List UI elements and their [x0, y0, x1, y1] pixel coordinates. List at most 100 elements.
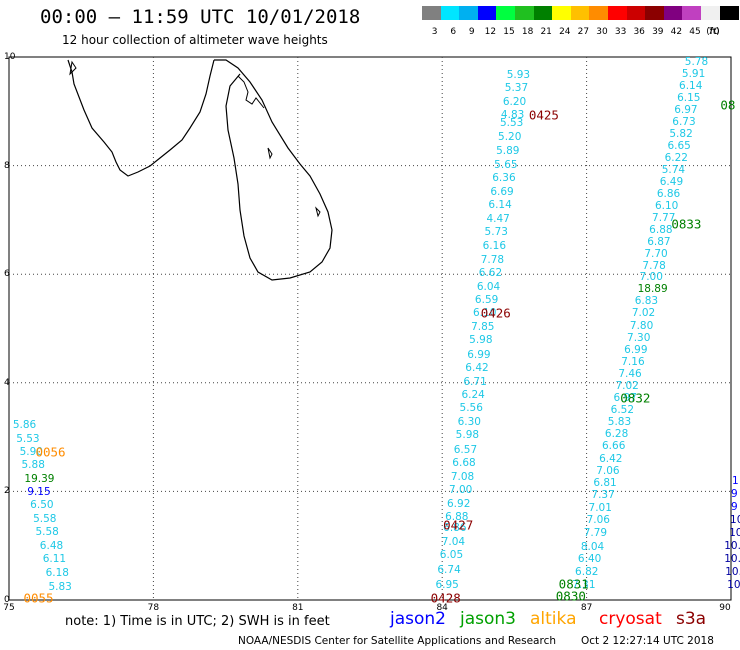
legend-swatch — [570, 6, 590, 20]
wave-height-value: 6.52 — [610, 403, 635, 416]
lon-tick-label: 78 — [147, 603, 160, 613]
wave-height-value: 6.42 — [599, 452, 623, 465]
pass-time-label: 0427 — [443, 517, 474, 533]
wave-height-value: 6.18 — [45, 566, 69, 579]
lat-tick-label: 6 — [4, 269, 10, 280]
wave-height-value: 5.37 — [504, 82, 529, 95]
satellite-name: cryosat — [599, 609, 662, 629]
legend-swatch — [589, 6, 609, 20]
wave-height-value: 6.48 — [39, 539, 64, 552]
wave-height-value: 5.20 — [498, 131, 522, 144]
wave-height-value: 6.20 — [502, 95, 527, 108]
wave-height-value: 7.06 — [586, 513, 610, 526]
wave-height-value: 6.10 — [654, 199, 679, 212]
wave-height-value: 6.81 — [593, 477, 617, 489]
wave-height-value: 5.65 — [494, 158, 518, 171]
legend-swatch — [626, 6, 646, 20]
wave-height-value: 7.77 — [652, 211, 676, 224]
wave-height-value: 5.90 — [19, 445, 43, 458]
wave-height-value: 6.14 — [488, 198, 512, 211]
wave-height-value: 6.86 — [656, 187, 681, 200]
wave-height-value: 6.62 — [478, 266, 503, 279]
wave-height-value: 7.85 — [471, 321, 495, 334]
wave-height-value: 5.98 — [455, 429, 480, 442]
wave-height-value: 5.82 — [669, 127, 693, 140]
legend-label: 36 — [633, 27, 645, 37]
wave-height-value: 6.69 — [490, 185, 514, 198]
wave-height-value: 7.02 — [615, 379, 639, 392]
map-subtitle: 12 hour collection of altimeter wave hei… — [62, 33, 328, 47]
legend-label: 30 — [596, 27, 608, 37]
footer-note: note: 1) Time is in UTC; 2) SWH is in fe… — [65, 614, 330, 629]
wave-height-value: 7.31 — [572, 579, 596, 592]
wave-height-value: 7.04 — [441, 536, 466, 549]
satellite-name: jason3 — [460, 609, 516, 629]
wave-height-value: 6.42 — [465, 361, 489, 374]
wave-height-value: 18.89 — [637, 283, 668, 296]
wave-height-value: 6.65 — [667, 139, 691, 152]
wave-height-value: 6.30 — [457, 416, 481, 429]
wave-height-value: 6.73 — [672, 115, 696, 128]
wave-height-value: 7.30 — [627, 331, 651, 344]
lat-lon-grid — [9, 57, 731, 600]
wave-height-value: 6.40 — [577, 553, 602, 566]
generated-timestamp: Oct 2 12:27:14 UTC 2018 — [581, 635, 714, 647]
lon-tick-label: 84 — [436, 603, 448, 613]
wave-height-value: 6.88 — [445, 510, 469, 523]
wave-height-value: 6.04 — [476, 280, 501, 293]
credit-text: NOAA/NESDIS Center for Satellite Applica… — [238, 635, 556, 647]
legend-swatch — [533, 6, 553, 20]
wave-height-value: 7.01 — [588, 501, 612, 514]
wave-height-value: 6.95 — [435, 579, 459, 592]
wave-height-value: 6.99 — [624, 343, 648, 356]
wave-height-value: 10 — [729, 526, 740, 539]
legend-label: 9 — [468, 27, 475, 37]
wave-height-value: 5.91 — [681, 68, 706, 81]
wave-height-value: 6.49 — [659, 175, 684, 188]
legend-swatch — [719, 6, 739, 20]
wave-height-value: 5.83 — [607, 416, 632, 429]
pass-time-label: 0428 — [430, 590, 461, 606]
legend-label: 18 — [521, 27, 534, 37]
wave-height-value: 6.71 — [463, 375, 487, 388]
wave-height-value: 6.87 — [647, 235, 671, 248]
wave-height-value: 5.93 — [506, 68, 531, 81]
wave-height-value: 6.97 — [674, 103, 698, 116]
pass-time-label: 0425 — [528, 107, 559, 123]
map-title: 00:00 – 11:59 UTC 10/01/2018 — [40, 6, 361, 28]
wave-height-value: 6.99 — [467, 348, 491, 361]
wave-height-value: 6.83 — [634, 295, 659, 308]
wave-height-value: 9 — [731, 500, 738, 513]
wave-height-value: 4.47 — [486, 212, 510, 225]
wave-height-value: 10. — [727, 579, 740, 592]
wave-height-value: 5.53 — [16, 432, 40, 445]
legend-label: 15 — [503, 27, 515, 37]
wave-height-value: 9 — [731, 487, 738, 500]
pass-time-label: 0833 — [671, 216, 702, 232]
wave-height-value: 6.59 — [474, 294, 499, 306]
wave-height-value: 9.15 — [27, 486, 51, 499]
wave-height-value: 6.74 — [437, 563, 461, 576]
wave-height-value: 7.16 — [621, 355, 645, 368]
legend-swatch — [422, 6, 442, 20]
wave-height-value: 7.80 — [629, 319, 654, 332]
lon-tick-label: 87 — [580, 603, 593, 613]
lat-tick-label: 10 — [4, 52, 16, 62]
wave-height-value: 5.88 — [21, 459, 45, 472]
legend-swatch — [608, 6, 628, 20]
wave-height-value: 6.86 — [443, 522, 467, 535]
wave-height-value: 6.15 — [677, 92, 701, 105]
wave-height-value: 6.82 — [575, 565, 599, 578]
wave-height-value: 10 — [730, 513, 740, 526]
wave-height-value: 5.53 — [499, 116, 524, 129]
lat-tick-label: 4 — [4, 377, 10, 388]
wave-height-value: 6.97 — [613, 391, 637, 404]
wave-height-value: 5.56 — [459, 402, 483, 415]
wave-height-value: 5.74 — [661, 163, 686, 176]
legend-swatch — [682, 6, 702, 20]
wave-height-value: 6.11 — [42, 553, 67, 566]
wave-height-value: 5.86 — [12, 418, 37, 431]
legend-swatch — [459, 6, 479, 20]
wave-height-value: 5.89 — [496, 144, 520, 157]
